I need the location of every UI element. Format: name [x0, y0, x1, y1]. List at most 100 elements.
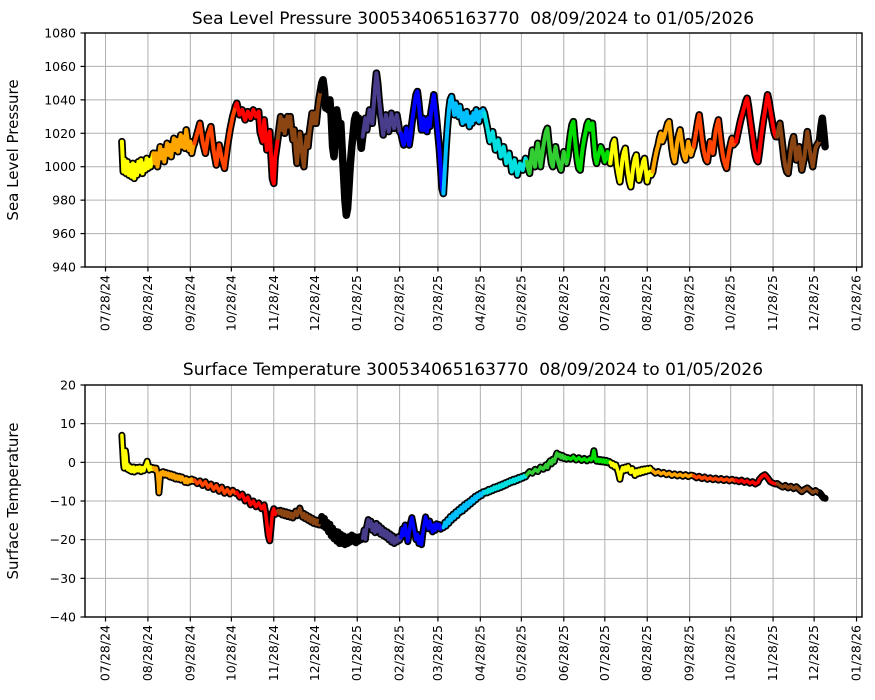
line-segment [734, 472, 779, 486]
line-segment [399, 89, 446, 196]
line-segment [441, 94, 487, 196]
line-segment [775, 121, 822, 176]
x-tick-label: 08/28/24 [140, 275, 155, 331]
line-segment [276, 506, 323, 527]
line-segment [233, 101, 280, 186]
line-segment [817, 491, 827, 501]
x-tick-label: 04/28/25 [472, 275, 487, 331]
line-segment [235, 490, 280, 543]
line-segment [691, 474, 738, 483]
x-tick-label: 02/28/25 [392, 275, 407, 331]
x-tick-label: 06/28/25 [556, 625, 571, 681]
x-tick-label: 09/28/25 [682, 275, 697, 331]
line-segment [151, 127, 197, 169]
x-tick-label: 05/28/25 [513, 625, 528, 681]
temperature-y-axis-label: Surface Temperature [4, 423, 22, 580]
y-tick-label: 1080 [44, 26, 76, 41]
temperature-axis-ticks: −40 −30 −20 −10 0 10 20 07/28/24 08/28/24 09/28/2… [50, 378, 864, 682]
line-segment [565, 119, 613, 173]
pressure-y-axis-label: Sea Level Pressure [4, 79, 22, 220]
y-tick-label: 1020 [44, 126, 76, 141]
line-segment [318, 77, 365, 218]
x-tick-label: 07/28/25 [597, 625, 612, 681]
x-tick-label: 12/28/25 [806, 625, 821, 681]
surface-temperature-chart: −40 −30 −20 −10 0 10 20 07/28/24 08/28/24 09/28/2… [4, 360, 864, 681]
line-segment [360, 71, 403, 139]
y-tick-label: 1040 [44, 92, 76, 107]
x-tick-label: 03/28/25 [430, 625, 445, 681]
line-segment [399, 515, 446, 547]
y-tick-label: −40 [50, 610, 76, 625]
sea-level-pressure-chart: 940 960 980 1000 1020 1040 1060 1080 07/28/24 08/… [4, 9, 864, 331]
x-tick-label: 11/28/25 [765, 625, 780, 681]
y-tick-label: 1060 [44, 59, 76, 74]
y-tick-label: 960 [52, 226, 76, 241]
line-segment [691, 112, 739, 171]
x-tick-label: 12/28/24 [307, 275, 322, 331]
line-segment [119, 139, 156, 181]
x-tick-label: 04/28/25 [472, 625, 487, 681]
line-segment [151, 465, 197, 495]
x-tick-label: 07/28/24 [98, 275, 113, 331]
temperature-line-series [118, 431, 829, 549]
line-segment [608, 460, 655, 482]
x-tick-label: 11/28/24 [266, 625, 281, 681]
line-segment [360, 517, 403, 546]
x-tick-label: 09/28/24 [182, 625, 197, 681]
y-tick-label: 20 [60, 378, 76, 393]
x-tick-label: 10/28/24 [223, 625, 238, 681]
x-tick-label: 08/28/25 [639, 275, 654, 331]
x-tick-label: 01/28/26 [849, 625, 864, 681]
x-tick-label: 09/28/25 [682, 625, 697, 681]
line-segment [441, 489, 487, 530]
line-segment [482, 472, 529, 496]
line-segment [192, 104, 238, 171]
x-tick-label: 06/28/25 [556, 275, 571, 331]
x-tick-label: 12/28/25 [806, 275, 821, 331]
x-tick-label: 07/28/25 [597, 275, 612, 331]
line-segment [318, 514, 365, 547]
line-segment [192, 478, 239, 496]
x-tick-label: 12/28/24 [307, 625, 322, 681]
x-tick-label: 07/28/24 [98, 625, 113, 681]
y-tick-label: 1000 [44, 159, 76, 174]
y-tick-label: 980 [52, 193, 76, 208]
x-tick-label: 11/28/24 [266, 275, 281, 331]
x-tick-label: 05/28/25 [513, 275, 528, 331]
x-tick-label: 01/28/26 [849, 275, 864, 331]
y-tick-label: −20 [50, 532, 76, 547]
x-tick-label: 10/28/25 [723, 275, 738, 331]
line-segment [566, 448, 613, 465]
line-segment [525, 451, 570, 477]
pressure-axes-frame [84, 32, 863, 268]
y-tick-label: 0 [68, 455, 76, 470]
x-tick-label: 01/28/25 [349, 625, 364, 681]
x-tick-label: 08/28/24 [140, 625, 155, 681]
pressure-axis-ticks: 940 960 980 1000 1020 1040 1060 1080 07/28/24 08/… [44, 26, 863, 332]
temperature-chart-title: Surface Temperature 300534065163770 08/0… [183, 360, 763, 380]
x-tick-label: 10/28/24 [223, 275, 238, 331]
pressure-line-series [118, 69, 829, 219]
y-tick-label: −10 [50, 494, 76, 509]
x-tick-label: 11/28/25 [765, 275, 780, 331]
y-tick-label: 940 [52, 260, 76, 275]
line-segment [775, 481, 822, 495]
line-segment [482, 111, 529, 178]
line-segment [650, 469, 696, 479]
x-tick-label: 08/28/25 [639, 625, 654, 681]
line-segment [120, 433, 156, 474]
x-tick-label: 09/28/24 [182, 275, 197, 331]
pressure-chart-title: Sea Level Pressure 300534065163770 08/09… [192, 9, 754, 29]
x-tick-label: 03/28/25 [430, 275, 445, 331]
line-segment [650, 119, 696, 174]
x-tick-label: 01/28/25 [349, 275, 364, 331]
line-segment [734, 92, 780, 164]
x-tick-label: 10/28/25 [723, 625, 738, 681]
line-segment [817, 116, 828, 149]
y-tick-label: 10 [60, 416, 76, 431]
line-segment [275, 89, 323, 169]
x-tick-label: 02/28/25 [392, 625, 407, 681]
line-segment [524, 126, 570, 176]
